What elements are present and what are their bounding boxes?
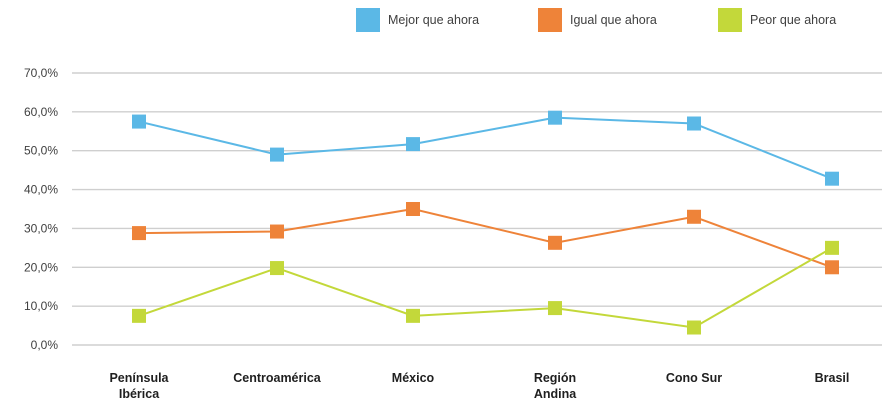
series-lines: [138, 116, 833, 329]
x-category-label: Cono Sur: [666, 371, 722, 385]
y-tick-label: 70,0%: [24, 66, 58, 80]
x-category-label: Región: [534, 371, 576, 385]
data-point-marker: [825, 260, 839, 275]
legend-label: Igual que ahora: [570, 13, 657, 27]
x-category-label: Andina: [534, 387, 577, 401]
data-point-marker: [406, 202, 420, 216]
data-point-marker: [548, 110, 562, 125]
legend-swatch: [356, 8, 380, 32]
legend-label: Mejor que ahora: [388, 13, 479, 27]
y-tick-label: 50,0%: [24, 144, 58, 158]
series-line: [138, 246, 833, 329]
y-axis-ticks: 0,0% 10,0% 20,0% 30,0% 40,0% 50,0% 60,0% 70,0%: [24, 66, 58, 352]
series-line: [138, 207, 833, 269]
y-tick-label: 0,0%: [31, 338, 59, 352]
data-point-marker: [406, 137, 420, 152]
x-category-label: Centroamérica: [233, 371, 322, 385]
legend-swatch: [538, 8, 562, 32]
y-tick-label: 40,0%: [24, 183, 58, 197]
legend: Mejor que ahora Igual que ahora Peor que a…: [356, 8, 836, 32]
data-point-marker: [548, 301, 562, 316]
y-tick-label: 20,0%: [24, 260, 58, 274]
x-category-label: Ibérica: [119, 387, 160, 401]
data-point-marker: [270, 261, 284, 276]
series-points: [132, 110, 839, 335]
data-point-marker: [825, 171, 839, 186]
legend-label: Peor que ahora: [750, 13, 836, 27]
grid: [72, 72, 882, 346]
data-point-marker: [132, 114, 146, 129]
x-category-label: Península: [109, 371, 169, 385]
data-point-marker: [687, 209, 701, 224]
data-point-marker: [548, 235, 562, 250]
data-point-marker: [825, 240, 839, 255]
y-tick-label: 30,0%: [24, 221, 58, 235]
x-category-label: Brasil: [815, 371, 850, 385]
series-line: [138, 116, 833, 180]
data-point-marker: [270, 147, 284, 162]
x-axis-labels: Península Ibérica Centroamérica México Regió…: [109, 371, 849, 401]
data-point-marker: [687, 320, 701, 335]
y-tick-label: 60,0%: [24, 105, 58, 119]
data-point-marker: [132, 226, 146, 241]
x-category-label: México: [392, 371, 435, 385]
y-tick-label: 10,0%: [24, 299, 58, 313]
data-point-marker: [406, 308, 420, 323]
data-point-marker: [132, 308, 146, 323]
legend-swatch: [718, 8, 742, 32]
data-point-marker: [270, 224, 284, 239]
data-point-marker: [687, 116, 701, 131]
